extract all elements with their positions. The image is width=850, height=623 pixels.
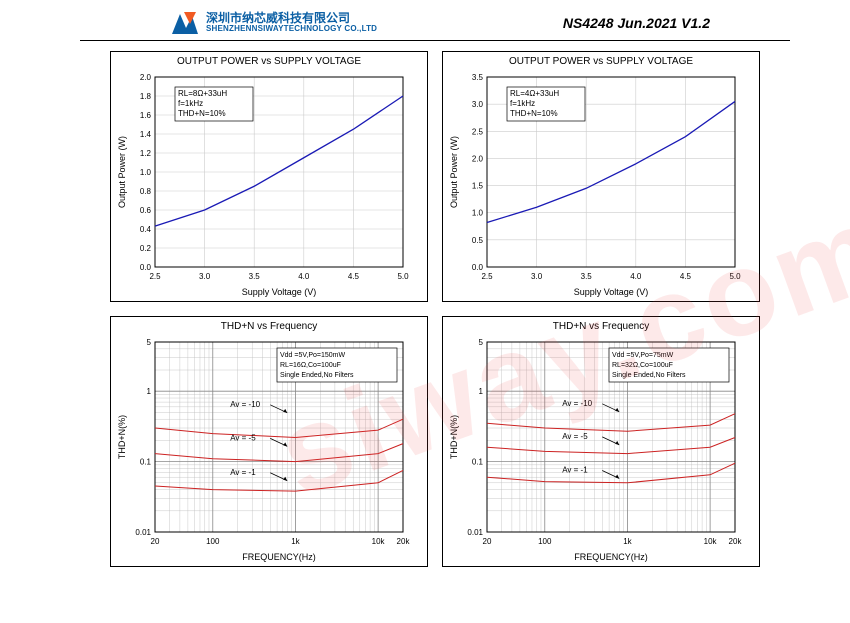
header: 深圳市纳芯威科技有限公司 SHENZHENNSIWAYTECHNOLOGY CO… [80,0,790,41]
chart-title: OUTPUT POWER vs SUPPLY VOLTAGE [445,56,757,67]
svg-text:1.0: 1.0 [140,168,152,177]
svg-text:FREQUENCY(Hz): FREQUENCY(Hz) [242,552,316,562]
chart-thd-32ohm: THD+N vs Frequency 20 100 1k 10k 20k 0.01 0.1 1… [442,316,760,567]
svg-text:1.5: 1.5 [472,182,484,191]
svg-text:10k: 10k [372,537,386,546]
svg-text:5: 5 [147,338,152,347]
svg-text:1: 1 [479,387,484,396]
svg-text:20k: 20k [397,537,411,546]
svg-text:Supply Voltage (V): Supply Voltage (V) [242,287,317,297]
svg-text:4.0: 4.0 [630,272,642,281]
svg-text:0.2: 0.2 [140,244,152,253]
logo-mark-icon [170,10,200,36]
svg-text:20k: 20k [729,537,743,546]
svg-text:Av = -1: Av = -1 [562,466,588,475]
svg-text:Av = -10: Av = -10 [562,399,592,408]
svg-text:20: 20 [483,537,492,546]
svg-text:2.5: 2.5 [481,272,493,281]
svg-text:0.4: 0.4 [140,225,152,234]
svg-text:Single Ended,No Filters: Single Ended,No Filters [612,372,686,379]
logo: 深圳市纳芯威科技有限公司 SHENZHENNSIWAYTECHNOLOGY CO… [170,10,377,36]
svg-text:4.5: 4.5 [680,272,692,281]
svg-text:0.5: 0.5 [472,236,484,245]
chart-svg: 2.5 3.0 3.5 4.0 4.5 5.0 0.0 0.2 0.4 0.6 0.8 1.0 1.2 1… [113,69,413,299]
svg-text:THD+N(%): THD+N(%) [117,415,127,459]
chart-title: THD+N vs Frequency [113,321,425,332]
svg-text:1.8: 1.8 [140,92,152,101]
svg-text:1.4: 1.4 [140,130,152,139]
svg-text:5.0: 5.0 [729,272,741,281]
svg-text:0.01: 0.01 [467,528,483,537]
svg-text:Av = -10: Av = -10 [230,400,260,409]
chart-svg: 20 100 1k 10k 20k 0.01 0.1 1 5 Av = -10 Av = -5 Av … [113,334,413,564]
chart-thd-16ohm: THD+N vs Frequency 20 100 1k 10k 20k 0.01 0.1 1… [110,316,428,567]
svg-text:1: 1 [147,387,152,396]
svg-text:2.0: 2.0 [472,154,484,163]
svg-text:100: 100 [206,537,220,546]
svg-text:0.6: 0.6 [140,206,152,215]
chart-output-power-4ohm: OUTPUT POWER vs SUPPLY VOLTAGE 2.5 3.0 3.5… [442,51,760,302]
svg-text:2.0: 2.0 [140,73,152,82]
svg-text:Output Power (W): Output Power (W) [117,136,127,208]
svg-text:3.5: 3.5 [249,272,261,281]
chart-title: OUTPUT POWER vs SUPPLY VOLTAGE [113,56,425,67]
svg-text:0.8: 0.8 [140,187,152,196]
svg-text:1k: 1k [291,537,300,546]
chart-svg: 2.5 3.0 3.5 4.0 4.5 5.0 0.0 0.5 1.0 1.5 2.0 2.5 3.0 3… [445,69,745,299]
svg-text:0.0: 0.0 [472,263,484,272]
svg-text:1.2: 1.2 [140,149,152,158]
svg-text:THD+N=10%: THD+N=10% [178,109,226,118]
svg-text:Single Ended,No Filters: Single Ended,No Filters [280,372,354,379]
svg-text:0.0: 0.0 [140,263,152,272]
svg-text:Av = -1: Av = -1 [230,468,256,477]
svg-text:100: 100 [538,537,552,546]
chart-svg: 20 100 1k 10k 20k 0.01 0.1 1 5 Av = -10 Av = -5 Av … [445,334,745,564]
svg-text:THD+N=10%: THD+N=10% [510,109,558,118]
svg-text:0.1: 0.1 [140,458,152,467]
company-name-en: SHENZHENNSIWAYTECHNOLOGY CO.,LTD [206,25,377,34]
svg-text:4.0: 4.0 [298,272,310,281]
svg-text:FREQUENCY(Hz): FREQUENCY(Hz) [574,552,648,562]
svg-text:3.0: 3.0 [531,272,543,281]
svg-text:Vdd =5V,Po=150mW: Vdd =5V,Po=150mW [280,352,346,359]
svg-text:RL=32Ω,Co=100uF: RL=32Ω,Co=100uF [612,362,673,369]
svg-text:f=1kHz: f=1kHz [510,99,535,108]
svg-text:RL=16Ω,Co=100uF: RL=16Ω,Co=100uF [280,362,341,369]
svg-text:2.5: 2.5 [472,127,484,136]
company-block: 深圳市纳芯威科技有限公司 SHENZHENNSIWAYTECHNOLOGY CO… [206,12,377,34]
svg-text:3.0: 3.0 [472,100,484,109]
svg-text:0.1: 0.1 [472,458,484,467]
svg-text:f=1kHz: f=1kHz [178,99,203,108]
svg-text:10k: 10k [704,537,718,546]
svg-text:1.6: 1.6 [140,111,152,120]
svg-text:1.0: 1.0 [472,209,484,218]
chart-title: THD+N vs Frequency [445,321,757,332]
svg-text:Av = -5: Av = -5 [562,432,588,441]
svg-text:3.5: 3.5 [472,73,484,82]
svg-text:0.01: 0.01 [135,528,151,537]
svg-text:20: 20 [151,537,160,546]
document-title: NS4248 Jun.2021 V1.2 [563,15,730,31]
svg-text:Output Power (W): Output Power (W) [449,136,459,208]
svg-text:Av = -5: Av = -5 [230,433,256,442]
svg-text:3.5: 3.5 [581,272,593,281]
svg-text:3.0: 3.0 [199,272,211,281]
svg-text:2.5: 2.5 [149,272,161,281]
svg-text:1k: 1k [623,537,632,546]
charts-grid: OUTPUT POWER vs SUPPLY VOLTAGE 2.5 3.0 3.5… [0,41,850,577]
svg-text:5: 5 [479,338,484,347]
svg-text:Vdd =5V,Po=75mW: Vdd =5V,Po=75mW [612,352,674,359]
svg-text:THD+N(%): THD+N(%) [449,415,459,459]
svg-text:Supply Voltage (V): Supply Voltage (V) [574,287,649,297]
svg-text:4.5: 4.5 [348,272,360,281]
svg-text:5.0: 5.0 [397,272,409,281]
svg-text:RL=8Ω+33uH: RL=8Ω+33uH [178,89,227,98]
chart-output-power-8ohm: OUTPUT POWER vs SUPPLY VOLTAGE 2.5 3.0 3.5… [110,51,428,302]
svg-text:RL=4Ω+33uH: RL=4Ω+33uH [510,89,559,98]
